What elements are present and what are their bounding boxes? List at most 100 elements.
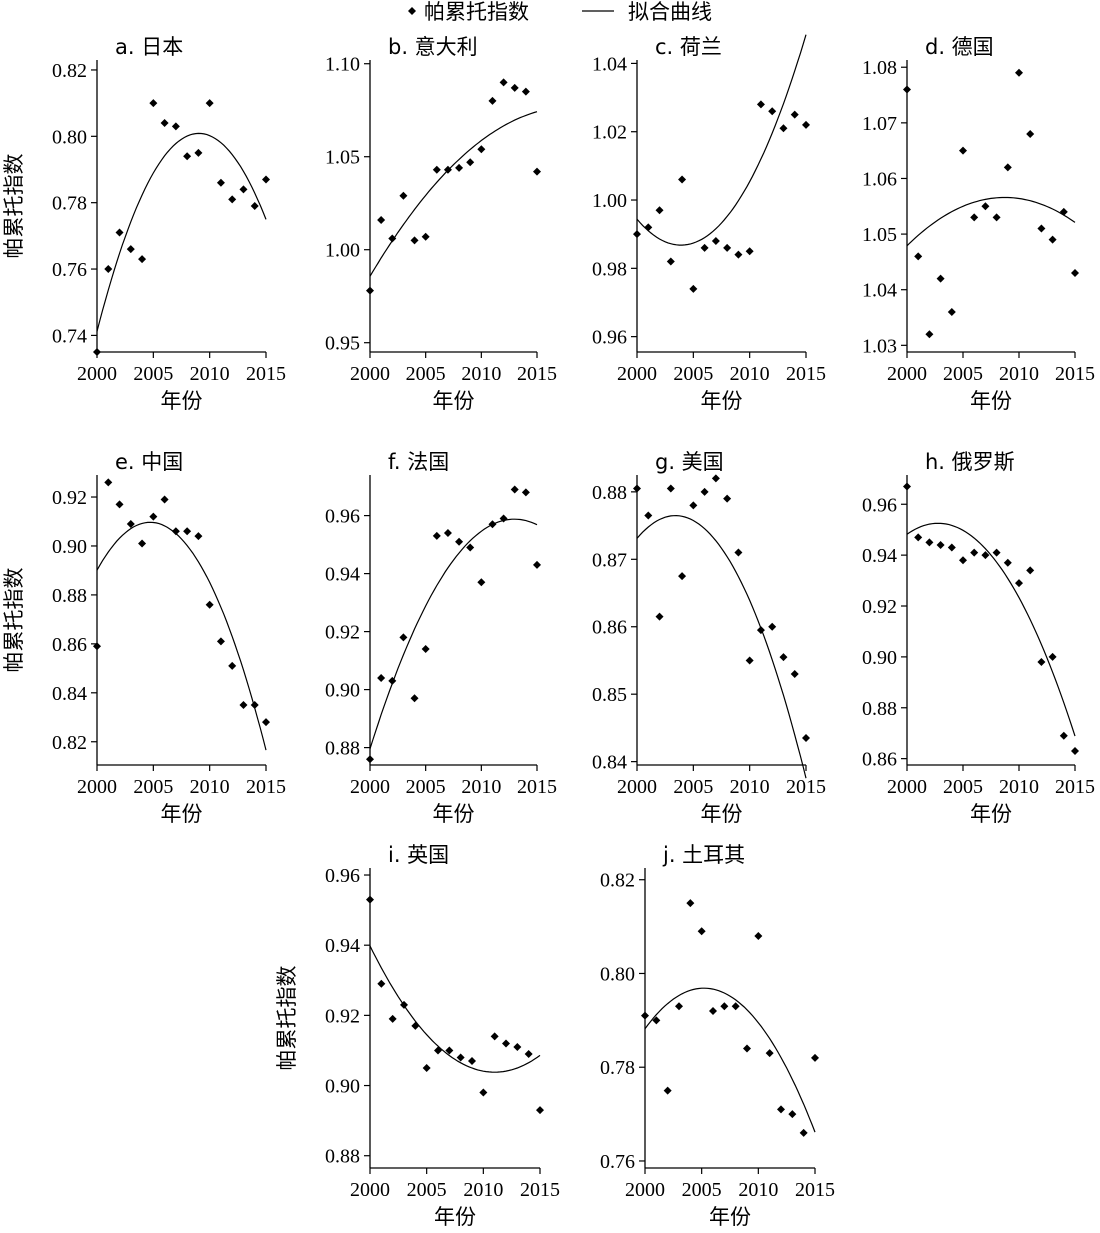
x-tick-label: 2010 (738, 1179, 778, 1201)
chart-panel-10: 0.76 0.78 0.80 0.82 2000 2005 2010 2015 年份 j. 土耳其 (600, 843, 835, 1229)
y-tick-label: 0.74 (52, 325, 87, 347)
data-point (216, 637, 225, 646)
data-point (216, 178, 225, 187)
data-point (366, 895, 374, 904)
x-tick-label: 2015 (1055, 776, 1095, 798)
y-tick-label: 0.92 (862, 596, 897, 618)
y-tick-label: 0.88 (592, 482, 627, 504)
y-tick-label: 0.85 (592, 684, 627, 706)
data-point (1037, 224, 1046, 233)
data-point (410, 236, 419, 245)
data-point (468, 1056, 476, 1065)
fit-curve (369, 518, 538, 749)
data-point (455, 163, 464, 172)
y-tick-label: 0.94 (325, 935, 360, 957)
x-tick-label: 2000 (350, 363, 390, 385)
y-tick-label: 0.76 (52, 259, 87, 281)
data-point (410, 694, 419, 703)
x-tick-label: 2010 (461, 776, 501, 798)
y-tick-label: 0.86 (862, 749, 897, 771)
fit-curve (644, 987, 816, 1133)
chart-panel-9: 0.88 0.90 0.92 0.94 0.96 2000 2005 2010 2015 年份 帕累… (275, 843, 560, 1229)
y-tick-label: 0.96 (862, 494, 897, 516)
x-tick-label: 2000 (350, 776, 390, 798)
data-point (700, 243, 709, 252)
data-point (138, 255, 147, 264)
panel-title: i. 英国 (388, 843, 449, 867)
data-point (731, 1002, 740, 1011)
y-tick-label: 0.84 (592, 752, 627, 774)
data-point (947, 307, 956, 316)
data-point (925, 330, 934, 339)
data-point (981, 551, 990, 560)
data-point (723, 494, 732, 503)
legend-label-points: 帕累托指数 (424, 0, 529, 24)
data-point (633, 484, 641, 493)
y-tick-label: 0.78 (600, 1057, 635, 1079)
y-tick-label: 0.80 (52, 126, 87, 148)
data-point (768, 622, 777, 631)
x-tick-label: 2015 (517, 776, 557, 798)
y-tick-label: 1.04 (862, 280, 897, 302)
chart-panel-3: 0.96 0.98 1.00 1.02 1.04 2000 2005 2010 2015 年份 c.… (592, 34, 826, 413)
panel-title: d. 德国 (925, 35, 994, 59)
data-point (510, 83, 519, 92)
x-axis-label: 年份 (701, 389, 743, 413)
data-point (756, 100, 765, 109)
chart-panel-6: 0.88 0.90 0.92 0.94 0.96 2000 2005 2010 2015 年份 f.… (325, 450, 557, 826)
data-point (149, 512, 158, 521)
y-tick-label: 1.07 (862, 113, 897, 135)
y-tick-label: 0.78 (52, 193, 87, 215)
data-point (779, 653, 788, 662)
x-tick-label: 2005 (406, 363, 446, 385)
data-point (183, 527, 192, 536)
data-point (788, 1110, 797, 1119)
data-point (663, 1086, 672, 1095)
x-axis-label: 年份 (434, 1205, 476, 1229)
y-tick-label: 1.02 (592, 122, 627, 144)
chart-panel-5: 0.82 0.84 0.86 0.88 0.90 0.92 2000 2005 2010 2015… (2, 450, 286, 826)
y-tick-label: 0.96 (325, 865, 360, 887)
data-point (802, 734, 810, 743)
chart-panel-1: 0.74 0.76 0.78 0.80 0.82 2000 2005 2010 2015 年份 帕累… (2, 35, 286, 413)
data-point (1071, 269, 1079, 278)
x-tick-label: 2010 (730, 776, 770, 798)
data-point (126, 519, 135, 528)
data-point (1003, 163, 1012, 172)
data-point (126, 245, 135, 254)
data-point (756, 626, 765, 635)
data-point (366, 286, 374, 295)
data-point (745, 247, 754, 256)
data-point (411, 1021, 420, 1030)
data-point (434, 1046, 442, 1055)
y-tick-label: 0.96 (592, 327, 627, 349)
data-point (377, 674, 386, 682)
data-point (488, 520, 497, 529)
y-tick-label: 0.96 (325, 506, 360, 528)
y-tick-label: 0.95 (325, 333, 360, 355)
data-point (445, 1046, 454, 1055)
panel-title: j. 土耳其 (662, 843, 745, 867)
data-point (377, 979, 386, 988)
data-point (644, 511, 653, 520)
data-point (765, 1049, 774, 1058)
data-point (533, 167, 541, 176)
y-axis-label: 帕累托指数 (2, 154, 26, 259)
data-point (513, 1042, 522, 1051)
y-tick-label: 1.00 (325, 240, 360, 262)
data-point (93, 642, 101, 651)
data-point (205, 99, 214, 108)
data-point (914, 533, 923, 542)
x-tick-label: 2015 (517, 363, 557, 385)
data-point (1026, 566, 1035, 575)
y-tick-label: 0.86 (592, 617, 627, 639)
panel-title: g. 美国 (655, 450, 724, 474)
data-point (194, 532, 203, 541)
x-tick-label: 2010 (190, 363, 230, 385)
data-point (652, 1016, 661, 1025)
chart-panel-4: 1.03 1.04 1.05 1.06 1.07 1.08 2000 2005 2010 2015… (862, 35, 1095, 413)
y-tick-label: 1.10 (325, 54, 360, 76)
data-point (723, 243, 732, 252)
y-tick-label: 1.00 (592, 190, 627, 212)
